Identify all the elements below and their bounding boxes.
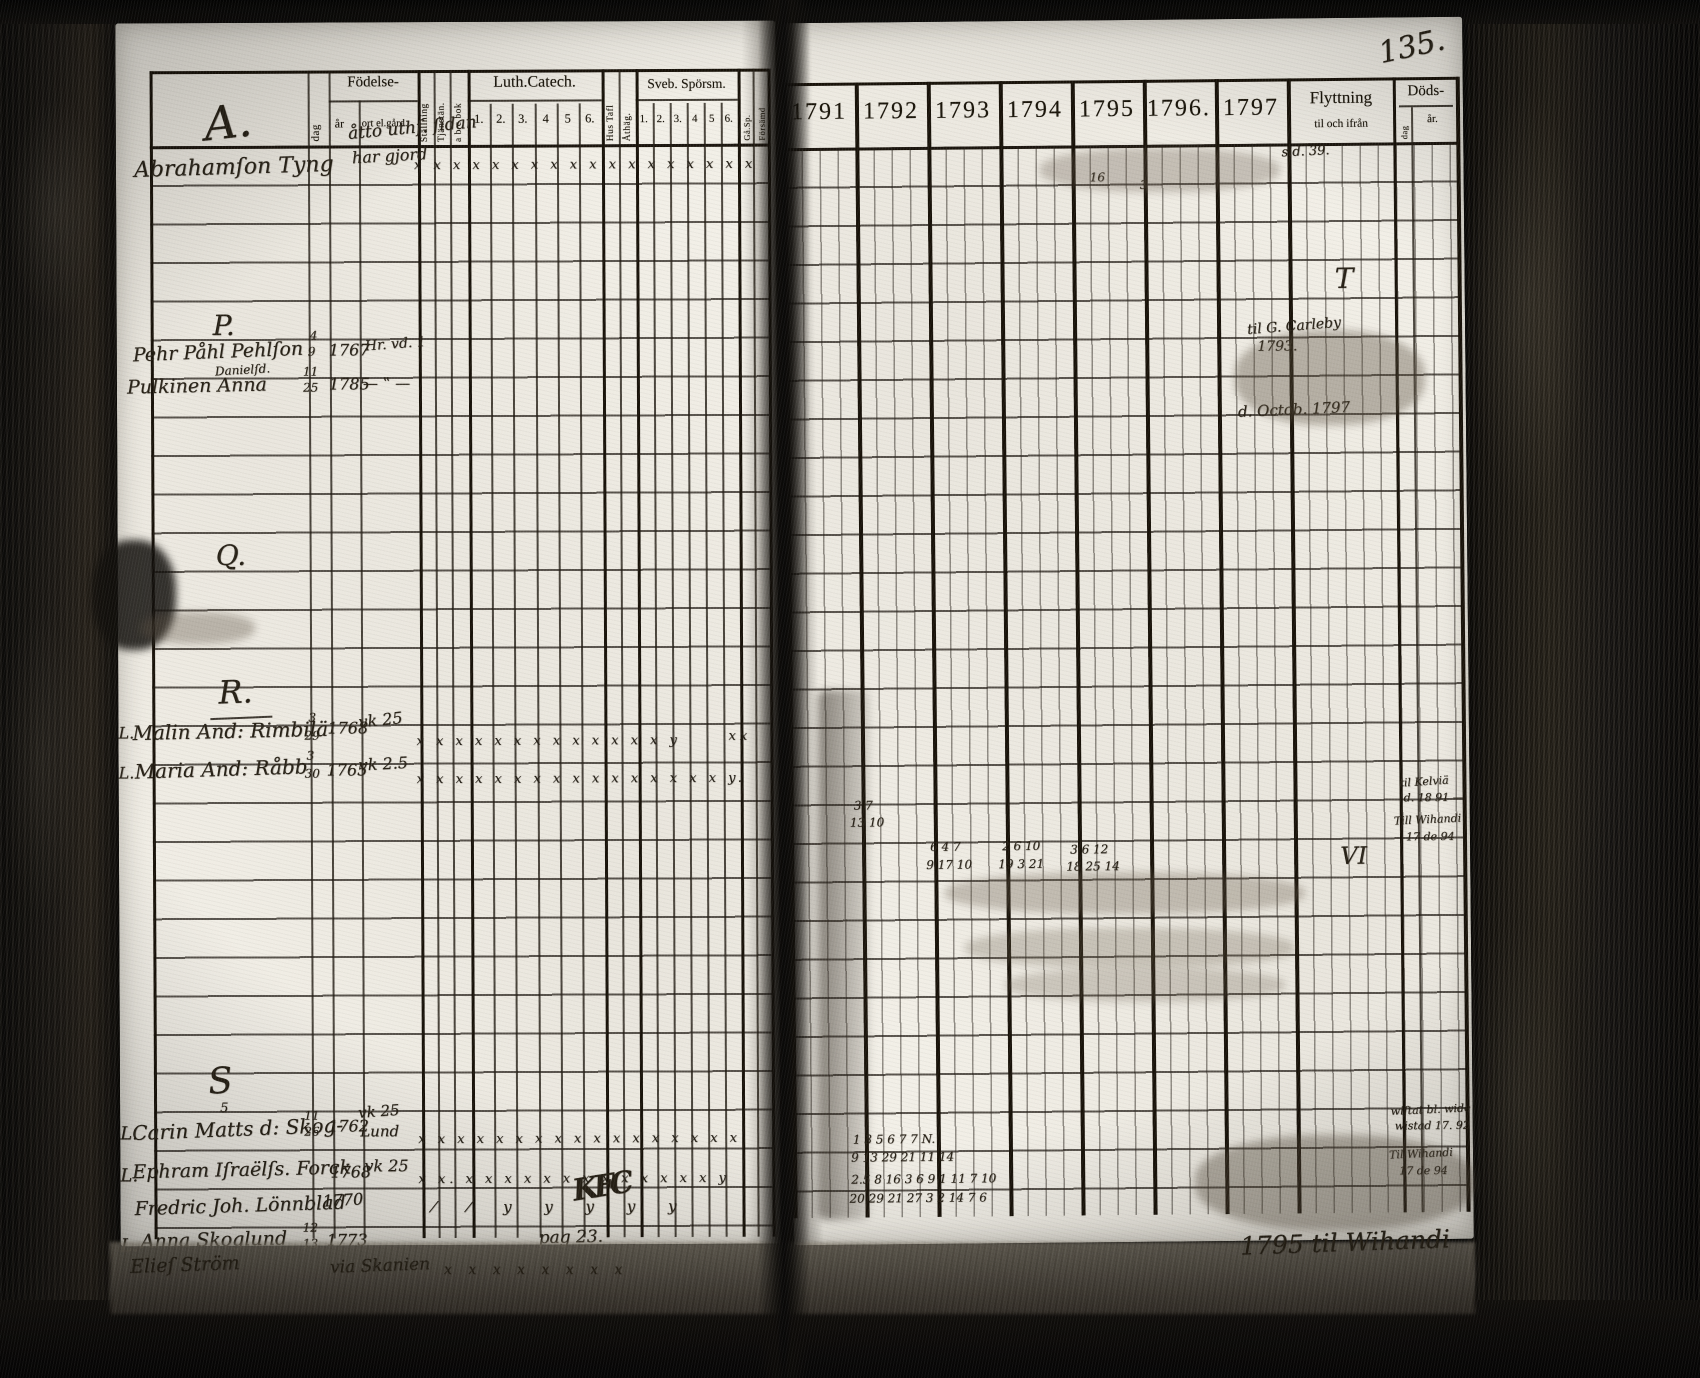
birth-day: 3	[308, 710, 317, 725]
section-letter-q: Q.	[215, 538, 247, 573]
note-sid39: sid. 39.	[1281, 143, 1330, 161]
communion-dates: 2 6 10	[1001, 838, 1041, 854]
communion-dates: 6 4 7	[929, 839, 961, 854]
luth-subcol-6: 6.	[585, 111, 595, 126]
section-letter-s: S	[206, 1060, 235, 1103]
note-vi-mark: VI	[1340, 841, 1368, 870]
flytt-note: d. 18 91 —	[1403, 790, 1464, 805]
catechism-marks: x x x x x x x x	[444, 1262, 629, 1278]
scan-smudge	[945, 872, 1305, 914]
birth-year: 1770	[321, 1189, 364, 1211]
catechism-marks: x x x x x x x x x x x x x y	[416, 732, 681, 750]
entry-note: vk 25	[357, 1100, 401, 1122]
flytt-note: 17 de 94	[1405, 829, 1455, 844]
communion-dates: 2.5 8 16 3 6 9 1 11 7 10	[851, 1171, 997, 1187]
birth-month: 29	[304, 728, 320, 743]
catechism-marks: ⁄ ⁄ y y y y y	[432, 1196, 691, 1217]
book-edge-right	[1468, 0, 1700, 1378]
entry-name: Elieſ Ström	[129, 1252, 240, 1278]
luth-subcol-4: 4	[542, 111, 549, 126]
catechism-marks: x x x x x x x x x x x x x x x x x x	[413, 156, 757, 174]
column-header-dods-ar: år.	[1427, 113, 1438, 126]
year-header-1797: 1797	[1222, 94, 1280, 122]
birth-month: 26	[304, 1124, 320, 1139]
margin-number: 5	[220, 1100, 229, 1116]
section-letter-r: R.	[217, 672, 254, 712]
birth-month: 9	[307, 344, 316, 359]
scan-smudge	[1005, 968, 1285, 1002]
scan-smudge	[140, 612, 255, 644]
birth-day: 12	[302, 1220, 318, 1235]
communion-dates: 3 6 12	[1070, 842, 1109, 857]
entry-note-ditto: — ‟ —	[362, 374, 411, 393]
birth-day: 3	[306, 748, 315, 763]
birth-day: 11	[302, 364, 319, 379]
right-page: 1791 1792 1793 1794 1795 1796. 1797 Flyt…	[782, 16, 1474, 1246]
scan-smudge	[818, 690, 870, 1220]
communion-dates: 9 17 10	[926, 857, 973, 872]
book-binding-gutter	[758, 0, 810, 1378]
column-header-dods: Döds-	[1407, 82, 1445, 100]
birth-day: 11	[304, 1108, 320, 1123]
scan-smudge	[92, 540, 176, 650]
column-header-gasp: Gå.Sp.	[741, 114, 752, 141]
column-header-sveb-sporsm: Sveb. Spörsm.	[647, 75, 726, 92]
luth-subcol-5: 5	[564, 111, 571, 126]
year-header-1792: 1792	[862, 97, 920, 125]
luth-underline	[467, 99, 602, 102]
year-header-1795: 1795	[1078, 95, 1136, 123]
scan-smudge	[1195, 1135, 1475, 1230]
section-letter-p: P.	[212, 308, 235, 343]
column-header-flyttning-sub: til och ifrån	[1314, 117, 1369, 131]
column-header-dods-dag: dag	[1399, 125, 1410, 140]
column-header-dag: dag	[309, 124, 322, 142]
flytt-note: wistad 17. 92	[1394, 1118, 1470, 1133]
fodelse-underline	[328, 100, 418, 103]
entry-note: vk 25	[364, 1156, 409, 1176]
column-header-fodelse: Födelse-	[347, 74, 399, 91]
column-header-flyttning: Flyttning	[1309, 87, 1373, 108]
sveb-subcol-6: 6.	[724, 112, 733, 125]
subcolumn-rules	[783, 141, 1470, 1219]
catechism-marks: x x x x x x x x x x x x x x x x x	[418, 1130, 742, 1148]
luth-subcol-3: 3.	[518, 111, 528, 126]
column-header-ar: år	[334, 116, 345, 131]
scan-smudge	[965, 928, 1295, 968]
column-header-hustafl: Hus Tafl	[605, 104, 616, 142]
catechism-marks: x x x x x x x x x x x x x x x x y.	[416, 770, 746, 788]
entry-note: vk 2.5	[358, 752, 409, 775]
column-header-luth-catech: Luth.Catech.	[493, 73, 576, 91]
margin-letter: L.	[118, 763, 135, 783]
book-edge-left	[0, 0, 120, 1378]
year-header-1794: 1794	[1006, 96, 1064, 124]
birth-month: 25	[302, 380, 319, 395]
entry-name: Malin And: Rimbilä	[132, 716, 329, 746]
entry-note: Lund	[360, 1122, 400, 1141]
year-header-1793: 1793	[934, 97, 992, 124]
dods-underline	[1398, 104, 1453, 108]
entry-name: Pulkinen Anna	[126, 373, 268, 399]
scan-smudge	[1040, 148, 1280, 192]
section-letter-a: A.	[200, 92, 255, 152]
note-t-mark: T	[1334, 261, 1354, 295]
birth-month: 30	[304, 766, 320, 781]
birth-year: 1767	[328, 340, 370, 360]
luth-subcol-2: 2.	[496, 111, 506, 126]
column-header-athag: Åthäg.	[622, 112, 633, 142]
year-header-1796: 1796.	[1146, 95, 1212, 122]
catechism-marks-extra: xx	[728, 728, 752, 744]
sveb-underline	[635, 98, 738, 102]
communion-dates: 19 3 21	[998, 856, 1045, 872]
scan-smudge	[1235, 330, 1425, 425]
entry-note: via Skanien	[329, 1254, 431, 1278]
table-top-rule	[782, 76, 1459, 87]
page-number: 135.	[1375, 22, 1449, 72]
birth-day: 4	[309, 328, 318, 343]
